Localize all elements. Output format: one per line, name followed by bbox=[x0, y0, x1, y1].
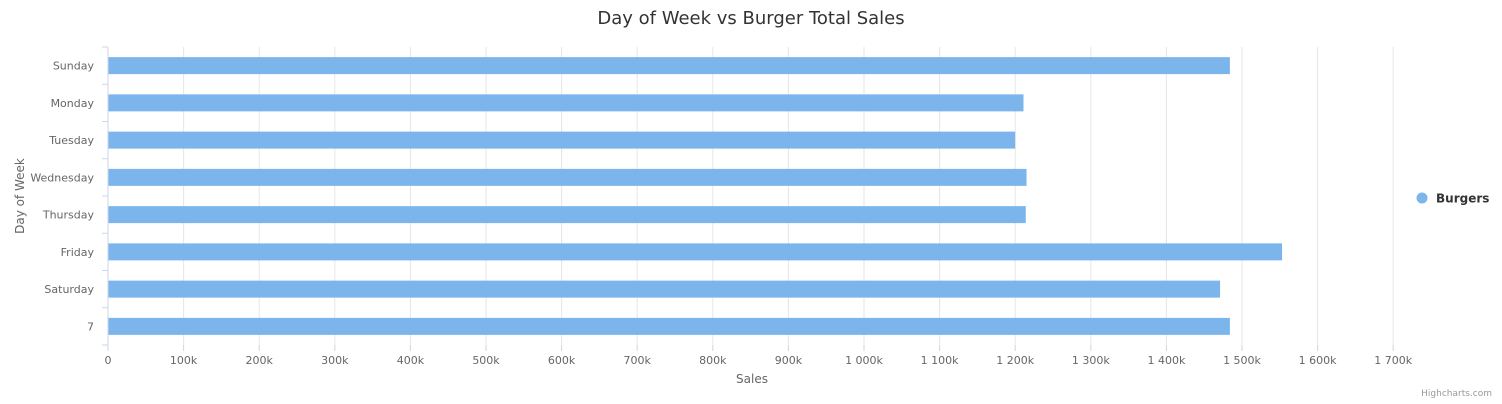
x-tick-label: 1 400k bbox=[1147, 354, 1185, 367]
x-tick-label: 700k bbox=[624, 354, 652, 367]
value-axis: 0 100k 200k 300k 400k 500k 600k 700k 800k 900k 1 0… bbox=[105, 345, 1413, 367]
y-tick-label: Tuesday bbox=[48, 134, 94, 147]
y-tick-label: Monday bbox=[51, 97, 95, 110]
bar[interactable] bbox=[108, 243, 1283, 261]
grid-lines bbox=[183, 47, 1394, 345]
bar[interactable] bbox=[108, 206, 1026, 224]
x-tick-label: 0 bbox=[105, 354, 112, 367]
bar[interactable] bbox=[108, 168, 1027, 186]
bar[interactable] bbox=[108, 280, 1221, 298]
x-tick-label: 300k bbox=[321, 354, 349, 367]
x-tick-label: 1 000k bbox=[845, 354, 883, 367]
chart-title: Day of Week vs Burger Total Sales bbox=[597, 8, 904, 29]
x-tick-label: 800k bbox=[699, 354, 727, 367]
y-tick-label: Thursday bbox=[42, 209, 95, 222]
bar[interactable] bbox=[108, 94, 1024, 112]
bar[interactable] bbox=[108, 131, 1016, 149]
y-tick-label: 7 bbox=[87, 320, 94, 333]
y-axis-title: Day of Week bbox=[13, 158, 27, 234]
x-tick-label: 1 500k bbox=[1223, 354, 1261, 367]
bar[interactable] bbox=[108, 57, 1230, 75]
credits[interactable]: Highcharts.com bbox=[1421, 389, 1492, 399]
y-tick-label: Saturday bbox=[44, 283, 94, 296]
legend[interactable]: Burgers bbox=[1416, 192, 1490, 206]
bars bbox=[108, 57, 1283, 335]
x-tick-label: 900k bbox=[775, 354, 803, 367]
x-tick-label: 1 700k bbox=[1374, 354, 1412, 367]
x-tick-label: 600k bbox=[548, 354, 576, 367]
x-tick-label: 1 300k bbox=[1072, 354, 1110, 367]
y-tick-label: Sunday bbox=[53, 60, 95, 73]
y-tick-label: Friday bbox=[61, 246, 95, 259]
x-axis-title: Sales bbox=[736, 372, 768, 386]
x-tick-label: 100k bbox=[170, 354, 198, 367]
y-tick-label: Wednesday bbox=[30, 171, 94, 184]
x-tick-label: 500k bbox=[472, 354, 500, 367]
x-tick-label: 200k bbox=[246, 354, 274, 367]
legend-label-burgers[interactable]: Burgers bbox=[1436, 192, 1489, 206]
category-axis: Sunday Monday Tuesday Wednesday Thursday Frid… bbox=[30, 46, 109, 346]
bar[interactable] bbox=[108, 317, 1230, 335]
x-tick-label: 1 200k bbox=[996, 354, 1034, 367]
x-tick-label: 400k bbox=[397, 354, 425, 367]
x-tick-label: 1 600k bbox=[1299, 354, 1337, 367]
legend-marker-burgers bbox=[1416, 192, 1428, 204]
x-tick-label: 1 100k bbox=[921, 354, 959, 367]
